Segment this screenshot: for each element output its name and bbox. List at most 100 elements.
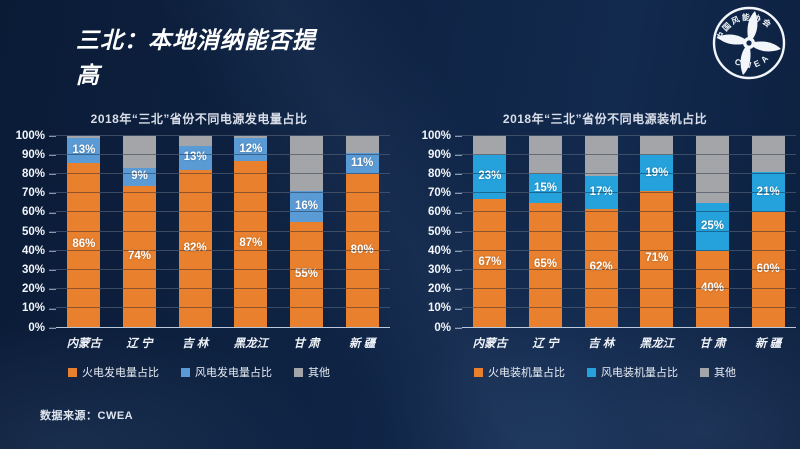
bar-segment-other xyxy=(751,136,785,173)
bar-segment-other xyxy=(178,136,212,146)
y-axis-tick-mark xyxy=(455,231,462,233)
bar-value-label: 16% xyxy=(295,199,319,212)
x-axis: 内蒙古 辽 宁 吉 林 黑龙江 甘 肃 新 疆 xyxy=(56,335,390,351)
x-axis-label: 黑龙江 xyxy=(233,338,269,350)
pinwheel-icon xyxy=(717,11,781,75)
y-axis-label-text: 50% xyxy=(427,225,451,238)
logo-ring xyxy=(712,6,786,80)
stacked-bar: 16% 55% xyxy=(290,136,324,327)
legend: 火电发电量占比 风电发电量占比 其他 xyxy=(8,364,390,380)
bar-segment-thermal: 71% xyxy=(640,191,674,327)
bar-segment-other xyxy=(584,136,618,177)
legend-label: 风电发电量占比 xyxy=(195,367,272,379)
legend-label: 风电装机量占比 xyxy=(601,367,678,379)
legend-label: 火电发电量占比 xyxy=(82,367,159,379)
y-axis-label-text: 100% xyxy=(421,129,451,142)
stacked-bar: 19% 71% xyxy=(640,136,674,327)
bar-value-label: 19% xyxy=(645,166,669,179)
bar-segment-other xyxy=(640,136,674,156)
bar-column: 25% 40% xyxy=(685,136,741,327)
bar-segment-other xyxy=(290,136,324,192)
bar-value-label: 40% xyxy=(701,282,725,295)
x-axis: 内蒙古 辽 宁 吉 林 黑龙江 甘 肃 新 疆 xyxy=(462,335,796,351)
bar-segment-thermal: 55% xyxy=(290,221,324,327)
legend-label: 其他 xyxy=(308,367,330,379)
y-axis-label: 60% xyxy=(414,207,462,219)
y-axis-tick-mark xyxy=(455,269,462,271)
bar-segment-other xyxy=(696,136,730,203)
bar-column: 16% 55% xyxy=(279,136,335,327)
gridline xyxy=(462,287,796,289)
y-axis-tick-mark xyxy=(49,193,56,195)
bar-column: 13% 82% xyxy=(167,136,223,327)
y-axis-tick-mark xyxy=(455,289,462,291)
bar-value-label: 55% xyxy=(295,267,319,280)
logo-org-text: 中国风能协会 xyxy=(714,12,775,42)
legend-item-wind: 风电发电量占比 xyxy=(181,364,272,380)
y-axis-label-text: 0% xyxy=(28,321,45,334)
stacked-bar: 15% 65% xyxy=(529,136,562,327)
legend-swatch-wind xyxy=(181,367,190,377)
y-axis-label-text: 60% xyxy=(21,206,45,219)
bar-column: 17% 62% xyxy=(573,136,629,327)
bar-segment-thermal: 86% xyxy=(67,162,101,327)
y-axis-tick-mark xyxy=(455,173,462,175)
y-axis-tick-mark xyxy=(49,327,56,329)
bar-segment-other xyxy=(529,136,562,175)
bar-segment-wind: 15% xyxy=(529,174,562,203)
y-axis-tick-mark xyxy=(455,308,462,310)
bar-value-label: 62% xyxy=(589,261,613,274)
bar-column: 23% 67% xyxy=(462,136,518,327)
gridline xyxy=(462,306,796,308)
y-axis-label-text: 100% xyxy=(15,129,45,142)
x-axis-label: 黑龙江 xyxy=(639,338,675,350)
slide-title: 三北：本地消纳能否提 高 xyxy=(76,24,376,93)
y-axis-tick-mark xyxy=(455,135,462,137)
y-axis-label-text: 70% xyxy=(427,186,451,199)
x-axis-label: 辽 宁 xyxy=(532,338,559,350)
gridline xyxy=(462,211,796,213)
bar-column: 19% 71% xyxy=(629,136,685,327)
legend-swatch-thermal xyxy=(474,367,483,377)
y-axis-tick-mark xyxy=(49,269,56,271)
y-axis-label: 80% xyxy=(414,168,462,181)
bars: 23% 67% 15% 65% 17% 62% 19% 71% 25% 40% 21% 60% xyxy=(462,136,796,327)
stacked-bar: 25% 40% xyxy=(696,136,730,327)
bar-value-label: 13% xyxy=(72,143,96,156)
y-axis-label-text: 0% xyxy=(434,321,451,334)
y-axis-tick-mark xyxy=(49,173,56,175)
y-axis-tick-mark xyxy=(49,250,56,252)
y-axis-label: 60% xyxy=(8,207,56,219)
x-axis-label: 内蒙古 xyxy=(472,338,508,350)
bar-segment-thermal: 60% xyxy=(751,212,785,327)
y-axis-label: 50% xyxy=(414,226,462,238)
y-axis-tick-mark xyxy=(455,212,462,214)
legend-item-thermal: 火电发电量占比 xyxy=(68,364,159,380)
plot-area: 13% 86% 9% 74% 13% 82% 12% 87% 16% 55% 11% 80% xyxy=(56,135,390,328)
x-axis-label: 内蒙古 xyxy=(66,338,102,350)
bar-segment-thermal: 65% xyxy=(529,202,562,327)
y-axis-label: 80% xyxy=(8,168,56,181)
bar-segment-wind: 25% xyxy=(696,202,730,251)
y-axis-label-text: 10% xyxy=(21,302,45,315)
y-axis-label-text: 10% xyxy=(427,302,451,315)
x-axis-label: 新 疆 xyxy=(755,338,782,350)
gridline xyxy=(56,135,390,136)
bar-value-label: 65% xyxy=(533,258,558,271)
logo-abbr-text: CWEA xyxy=(733,51,773,70)
legend-label: 其他 xyxy=(714,367,736,379)
stacked-bar: 13% 82% xyxy=(178,136,212,327)
bar-column: 21% 60% xyxy=(740,136,796,327)
y-axis-tick-mark xyxy=(455,250,462,252)
bar-segment-other xyxy=(123,136,156,169)
x-axis-label: 辽 宁 xyxy=(126,338,153,350)
bar-column: 11% 80% xyxy=(334,136,390,327)
y-axis-label: 50% xyxy=(8,226,56,238)
y-axis-label: 0% xyxy=(8,322,56,334)
legend-item-other: 其他 xyxy=(294,364,330,380)
bar-segment-other xyxy=(473,136,507,156)
y-axis-tick-mark xyxy=(49,212,56,214)
gridline xyxy=(56,287,390,289)
legend-item-wind: 风电装机量占比 xyxy=(587,364,678,380)
y-axis-label-text: 20% xyxy=(427,282,451,295)
